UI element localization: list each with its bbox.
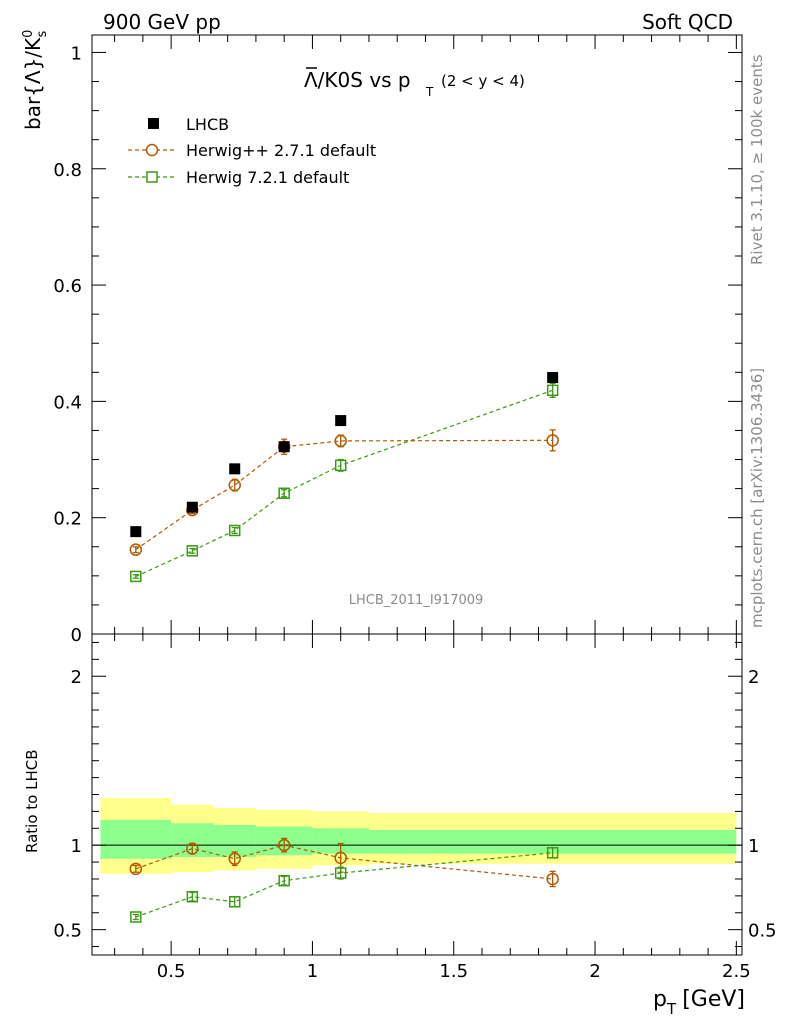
y-tick-label-right: 2 xyxy=(748,667,759,688)
data-point-square-open xyxy=(186,890,199,903)
data-point-circle-open xyxy=(186,842,199,855)
data-point-circle-open xyxy=(228,852,241,865)
main-ylabel-base: bar{Λ}/K xyxy=(21,37,45,130)
data-point-square-filled xyxy=(130,526,142,538)
legend-label-herwigpp: Herwig++ 2.7.1 default xyxy=(186,141,376,160)
plot-title-sub: T xyxy=(425,85,434,99)
data-point-square-filled xyxy=(547,372,559,384)
data-point-square-open xyxy=(546,847,559,859)
main-ylabel-sup: 0 xyxy=(21,30,36,38)
side-text-rivet: Rivet 3.1.10, ≥ 100k events xyxy=(748,54,766,265)
data-point-square-open xyxy=(130,911,142,923)
xlabel-base: p xyxy=(653,987,667,1012)
data-point-square-open xyxy=(278,487,290,500)
plot-title-range: (2 < y < 4) xyxy=(441,72,525,90)
y-tick-label-right: 0.5 xyxy=(748,921,777,942)
series-line xyxy=(135,844,553,880)
plot-title-main: Λ/K0S vs p xyxy=(304,68,411,92)
y-tick-label: 0.5 xyxy=(53,921,82,942)
legend-marker-circle-open xyxy=(145,143,159,157)
data-point-circle-open xyxy=(334,851,347,865)
y-tick-label: 0.6 xyxy=(53,276,82,297)
band-inner-segment xyxy=(100,819,172,859)
header-left: 900 GeV pp xyxy=(103,10,221,34)
data-point-circle-open xyxy=(334,434,347,448)
band-inner-segment xyxy=(368,829,737,854)
data-point-circle-open xyxy=(546,872,559,886)
data-point-circle-open xyxy=(129,543,143,556)
ratio-axis-ticks: 0.5 1 1.5 2 2.5 0.5 0.5 1 1 2 2 xyxy=(53,634,777,982)
data-point-circle-open xyxy=(228,478,241,492)
data-point-square-open xyxy=(546,384,559,397)
data-point-square-open xyxy=(228,896,241,908)
x-tick-label: 2 xyxy=(589,961,600,982)
data-point-circle-open xyxy=(546,434,559,447)
legend-marker-square-open xyxy=(146,171,158,183)
x-tick-label: 0.5 xyxy=(157,961,186,982)
data-point-square-filled xyxy=(186,501,198,513)
y-tick-label: 0.8 xyxy=(53,160,82,181)
legend-entry-lhcb: LHCB xyxy=(148,115,229,134)
x-tick-label: 1.5 xyxy=(439,961,468,982)
xlabel-sub: T xyxy=(666,1000,677,1018)
data-point-square-open xyxy=(334,459,347,472)
xlabel-rest: [GeV] xyxy=(682,987,745,1012)
ratio-plot-frame xyxy=(91,633,743,956)
data-point-square-open xyxy=(278,874,290,887)
plot-title: Λ/K0S vs p T (2 < y < 4) xyxy=(304,67,525,99)
y-tick-label: 0.4 xyxy=(53,392,82,413)
header-right: Soft QCD xyxy=(642,10,733,34)
data-point-square-open xyxy=(228,524,241,537)
legend: LHCB Herwig++ 2.7.1 default Herwig 7.2.1… xyxy=(128,115,376,187)
legend-label-lhcb: LHCB xyxy=(186,115,229,134)
data-point-square-open xyxy=(186,545,199,557)
data-point-circle-open xyxy=(277,838,291,852)
xlabel: pT [GeV] xyxy=(653,987,745,1018)
series-line xyxy=(135,389,553,577)
data-point-square-filled xyxy=(229,463,241,475)
legend-entry-herwigpp: Herwig++ 2.7.1 default xyxy=(128,141,376,160)
legend-label-herwig7: Herwig 7.2.1 default xyxy=(186,168,349,187)
side-text-mcplots: mcplots.cern.ch [arXiv:1306.3436] xyxy=(748,368,766,628)
ratio-ylabel: Ratio to LHCB xyxy=(23,749,41,853)
data-point-square-filled xyxy=(278,441,290,453)
main-axis-ticks: 0 0.2 0.4 0.6 0.8 1 xyxy=(53,35,742,646)
data-point-square-filled xyxy=(335,415,347,427)
series-line xyxy=(135,852,553,918)
data-point-circle-open xyxy=(129,862,143,876)
y-tick-label-right: 1 xyxy=(748,836,759,857)
x-tick-label: 2.5 xyxy=(722,961,751,982)
ratio-bands xyxy=(100,797,737,874)
y-tick-label: 2 xyxy=(71,667,82,688)
y-tick-label: 0 xyxy=(71,625,82,646)
ratio-series xyxy=(129,837,559,923)
main-series xyxy=(129,372,559,583)
series-line xyxy=(135,439,553,551)
x-tick-label: 1 xyxy=(307,961,318,982)
y-tick-label: 1 xyxy=(71,836,82,857)
legend-entry-herwig7: Herwig 7.2.1 default xyxy=(128,168,349,187)
data-point-square-open xyxy=(334,867,347,879)
y-tick-label: 0.2 xyxy=(53,509,82,530)
data-point-square-open xyxy=(130,570,142,583)
legend-marker-square-filled xyxy=(148,118,159,129)
analysis-watermark: LHCB_2011_I917009 xyxy=(349,593,484,608)
y-tick-label: 1 xyxy=(71,43,82,64)
main-ylabel: bar{Λ}/K0s xyxy=(21,30,50,130)
main-ylabel-sub: s xyxy=(35,31,50,38)
